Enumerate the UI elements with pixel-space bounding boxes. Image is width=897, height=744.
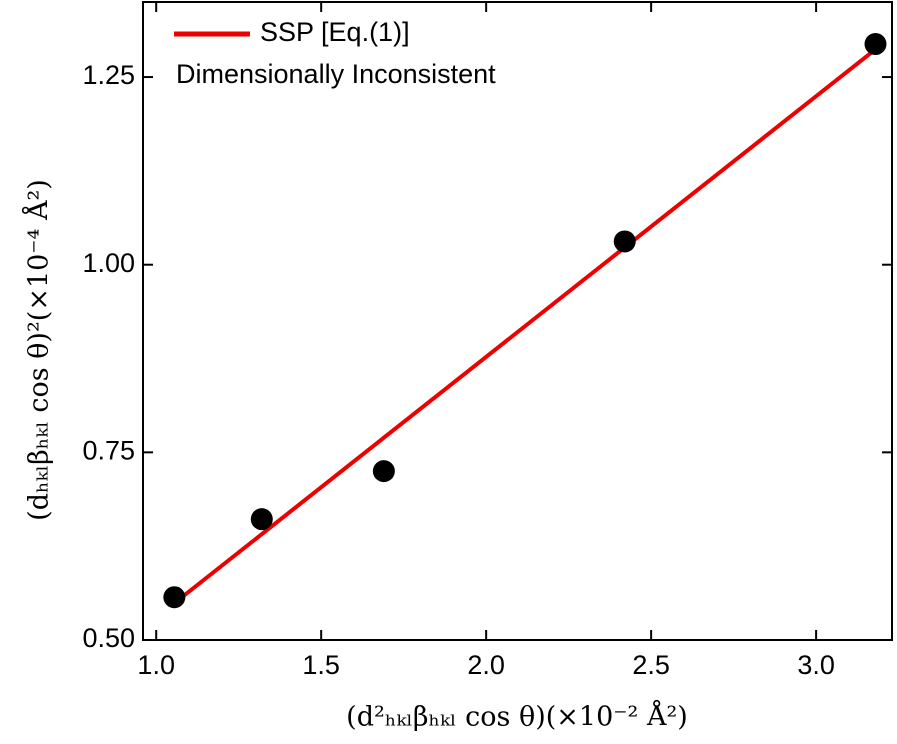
legend-label: SSP [Eq.(1)]	[260, 17, 410, 47]
y-axis-label: (dₕₖₗβₕₖₗ cos θ)²(×10⁻⁴ Å²)	[22, 179, 55, 521]
x-axis-label: (d²ₕₖₗβₕₖₗ cos θ)(×10⁻² Å²)	[346, 700, 688, 733]
y-tick-label: 1.00	[82, 248, 135, 278]
data-point	[372, 460, 395, 483]
x-tick-label: 1.0	[137, 650, 175, 680]
x-tick-label: 2.0	[467, 650, 505, 680]
y-tick-label: 0.75	[82, 435, 135, 465]
fit-line	[173, 47, 877, 605]
x-tick-label: 2.5	[632, 650, 670, 680]
annotation: Dimensionally Inconsistent	[176, 59, 496, 89]
x-tick-label: 3.0	[797, 650, 835, 680]
y-tick-label: 0.50	[82, 623, 135, 653]
data-point	[250, 508, 273, 531]
plot-frame	[142, 1, 893, 641]
y-tick-label: 1.25	[82, 60, 135, 90]
data-point	[613, 230, 636, 253]
data-point	[864, 33, 887, 56]
x-tick-label: 1.5	[302, 650, 340, 680]
data-point	[163, 586, 186, 609]
